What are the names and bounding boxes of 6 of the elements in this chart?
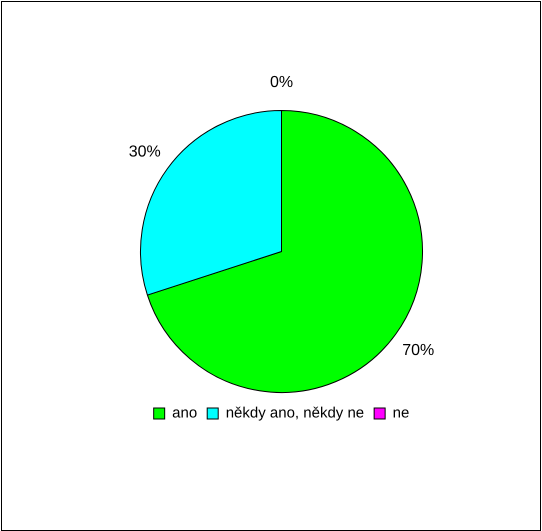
legend-label: ne bbox=[392, 404, 410, 422]
legend-label: někdy ano, někdy ne bbox=[226, 404, 364, 422]
data-label: 70% bbox=[402, 342, 434, 360]
data-label: 30% bbox=[128, 144, 161, 161]
legend-label: ano bbox=[172, 404, 198, 422]
text: 0% bbox=[270, 74, 294, 91]
